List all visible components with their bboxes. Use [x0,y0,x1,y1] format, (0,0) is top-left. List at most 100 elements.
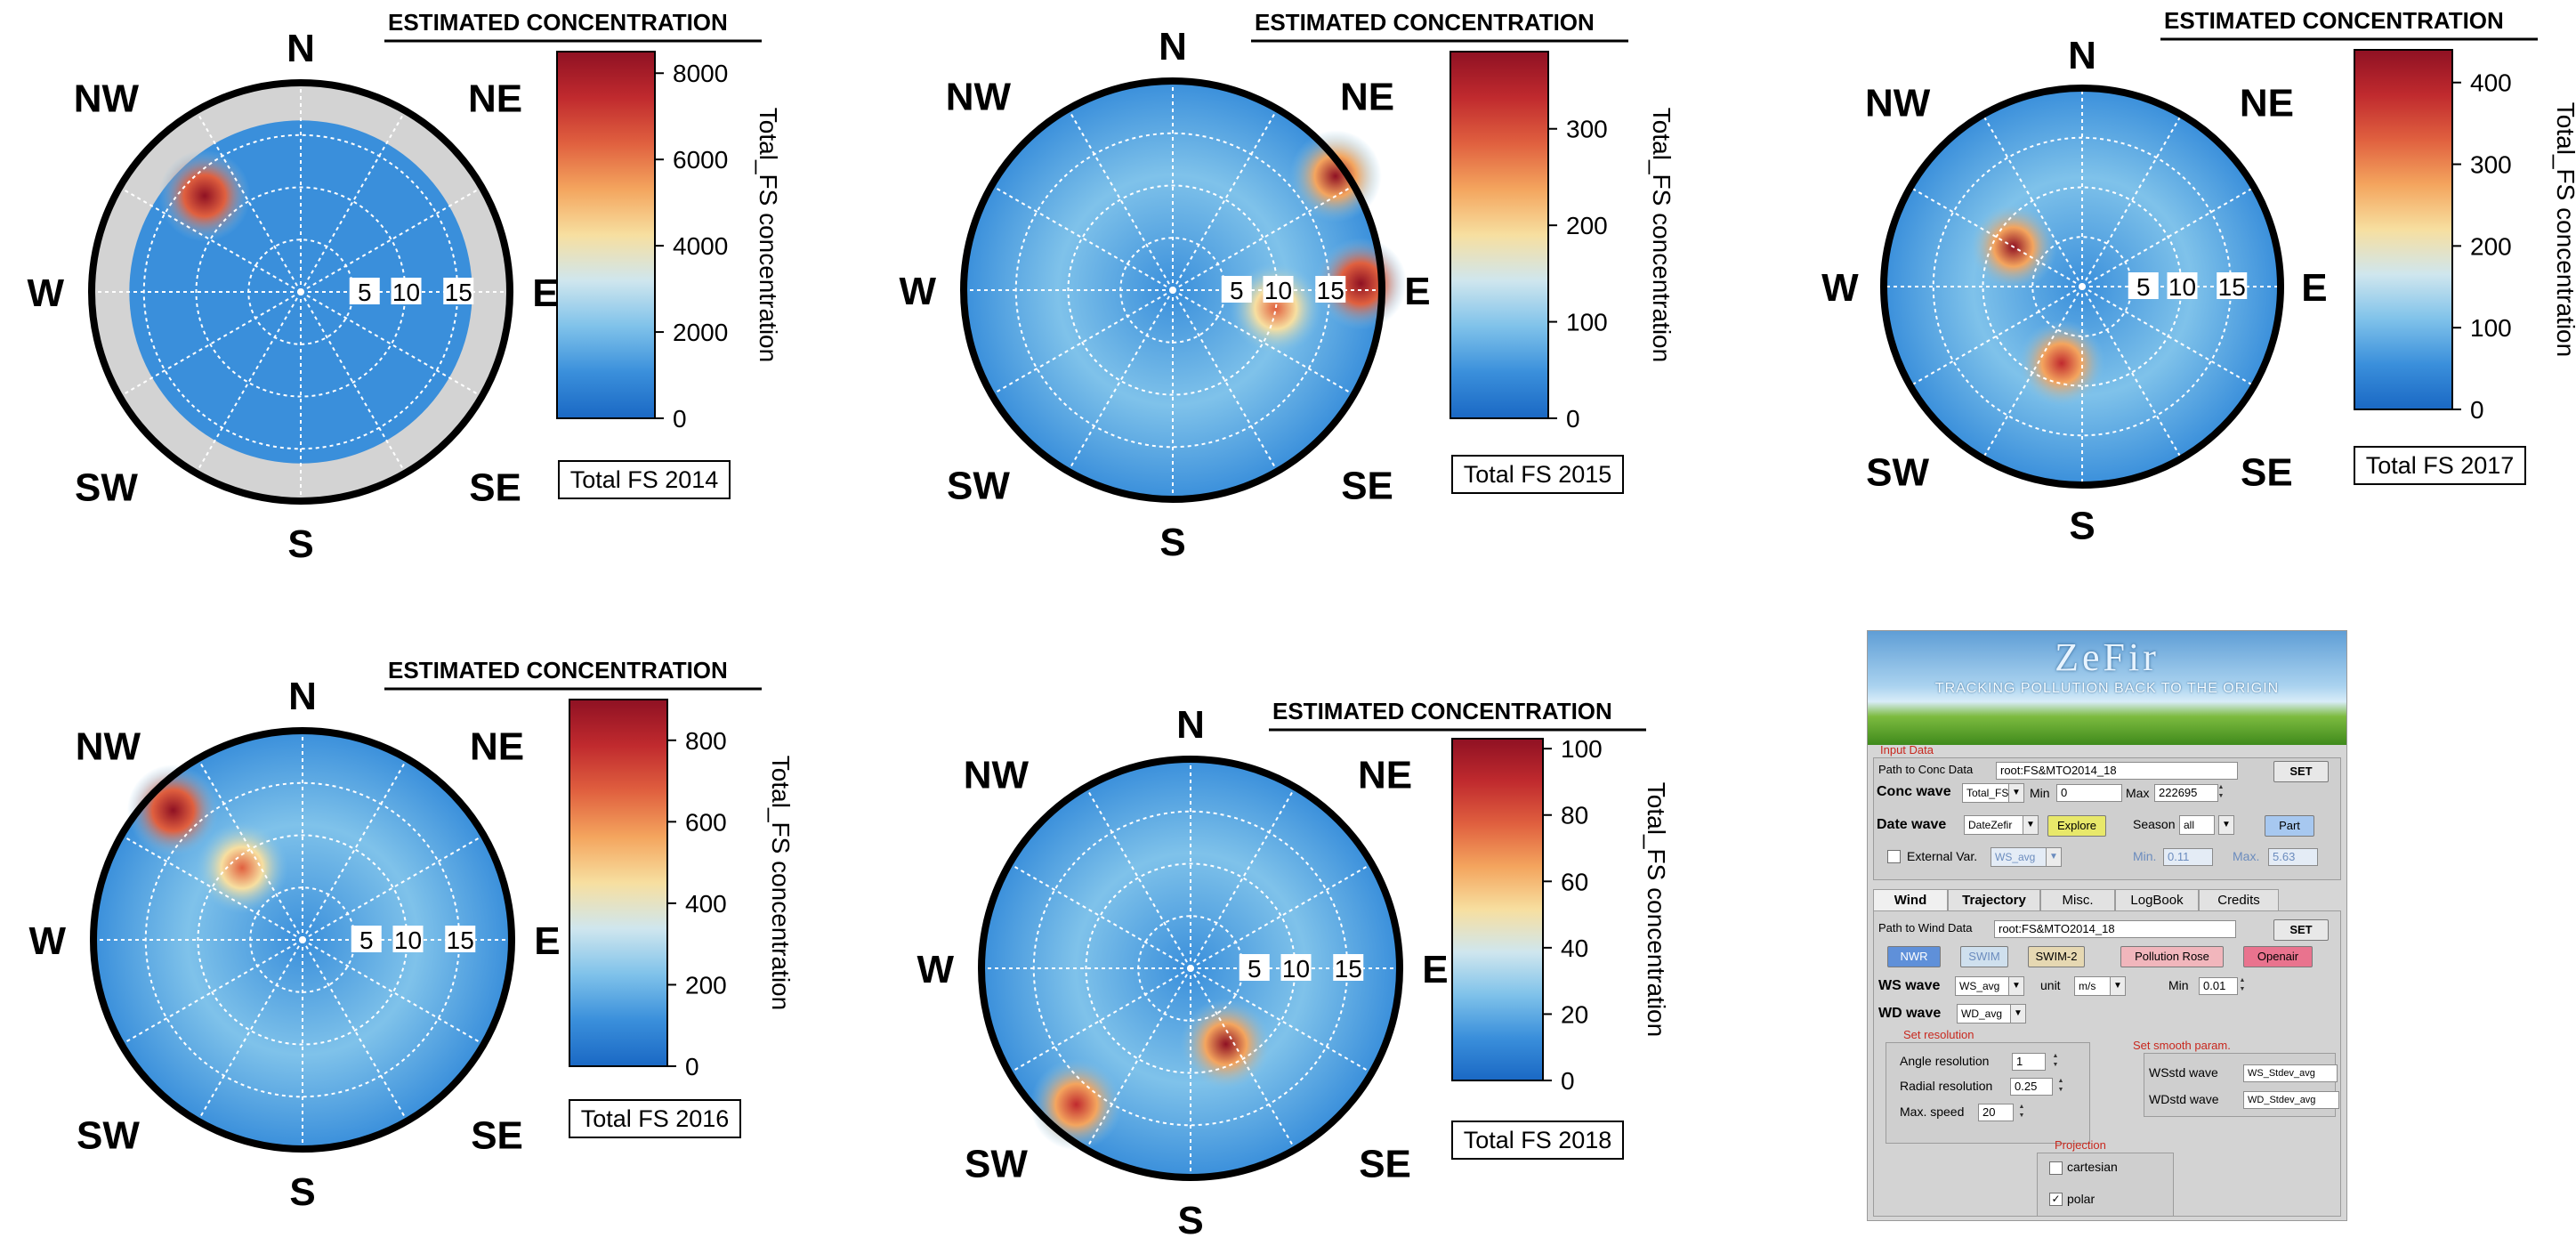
chevron-down-icon: ▼ [2010,1005,2025,1023]
openair-button[interactable]: Openair [2243,946,2313,967]
date-wave-select[interactable]: DateZefir ▼ [1964,815,2039,835]
polar-checkbox[interactable]: ✓ [2049,1193,2063,1206]
direction-label-s: S [1159,521,1185,564]
min-label: Min [2030,786,2050,800]
external-var-select[interactable]: WS_avg ▼ [1991,847,2062,867]
wsstd-input[interactable]: WS_Stdev_avg [2243,1064,2338,1082]
cartesian-checkbox[interactable] [2049,1161,2063,1175]
colorbar-axis-label: Total_FS concentration [1648,108,1676,362]
max-speed-spinner-icon[interactable]: ▲ ▼ [2018,1104,2025,1119]
min-input[interactable]: 0 [2056,784,2122,802]
external-var-checkbox[interactable] [1887,850,1901,863]
ws-min-spinner-icon[interactable]: ▲ ▼ [2239,977,2246,992]
chevron-down-icon: ▼ [2023,816,2038,834]
direction-label-e: E [1422,948,1448,991]
hotspot [1230,262,1322,355]
polar-plot-3: 5 10 15 N NE E SE S SW W NW ESTIMATED CONCENTRATION… [29,657,795,1214]
max-speed-input[interactable]: 20 [1978,1104,2014,1121]
path-conc-label: Path to Conc Data [1878,763,1974,776]
path-wind-label: Path to Wind Data [1878,921,1973,934]
grid-spoke [990,184,1174,291]
colorbar-axis-label: Total_FS concentration [767,756,795,1010]
grid-spoke [1172,289,1279,473]
tab-credits[interactable]: Credits [2199,889,2279,911]
season-dropdown-arrow[interactable]: ▼ [2218,815,2234,835]
direction-label-w: W [29,919,67,963]
radial-tick-label: 10 [1282,955,1310,983]
ext-min-input[interactable]: 0.11 [2163,848,2213,866]
part-button[interactable]: Part [2265,815,2314,837]
conc-wave-select[interactable]: Total_FS ▼ [1962,783,2024,803]
grid-spoke [1910,186,2083,287]
angle-res-input[interactable]: 1 [2012,1053,2046,1071]
direction-label-s: S [1177,1199,1203,1242]
radial-tick-bg [351,926,382,952]
radial-tick-label: 10 [2168,273,2196,301]
colorbar-tick-label: 300 [2470,151,2512,179]
wdstd-label: WDstd wave [2149,1092,2219,1106]
wd-wave-value: WD_avg [1961,1007,2003,1020]
path-wind-input[interactable]: root:FS&MTO2014_18 [1994,920,2236,938]
colorbar-header: ESTIMATED CONCENTRATION [1272,698,1612,724]
ext-max-label: Max. [2233,849,2260,863]
tab-trajectory[interactable]: Trajectory [1948,889,2040,911]
grid-spoke [2081,114,2183,287]
polar-plot-2: 5 10 15 N NE E SE S SW W NW ESTIMATED CONCENTRATION… [1821,7,2576,548]
colorbar-tick-label: 4000 [673,232,728,260]
colorbar-tick-label: 600 [685,808,727,836]
wdstd-input[interactable]: WD_Stdev_avg [2243,1091,2339,1109]
set-wind-button[interactable]: SET [2273,919,2329,941]
explore-button[interactable]: Explore [2047,815,2106,837]
swim-button[interactable]: SWIM [1960,946,2008,967]
polar-plot-1: 5 10 15 N NE E SE S SW W NW ESTIMATED CONCENTRATION… [900,9,1676,564]
unit-label: unit [2040,978,2061,992]
direction-label-e: E [1404,270,1430,313]
path-conc-input[interactable]: root:FS&MTO2014_18 [1996,762,2238,780]
set-conc-button[interactable]: SET [2273,761,2329,782]
ws-wave-select[interactable]: WS_avg ▼ [1955,976,2024,996]
season-label: Season [2133,817,2176,831]
unit-select[interactable]: m/s ▼ [2074,976,2126,996]
direction-label-sw: SW [965,1143,1028,1186]
grid-spoke [1067,289,1174,473]
ws-min-input[interactable]: 0.01 [2199,977,2238,995]
colorbar [1450,51,1549,419]
max-speed-label: Max. speed [1900,1104,1965,1119]
direction-label-sw: SW [77,1114,140,1158]
tab-wind[interactable]: Wind [1873,889,1948,911]
grid-spoke [1910,286,2083,387]
pollution-rose-button[interactable]: Pollution Rose [2120,946,2224,967]
colorbar-tick-label: 0 [2470,396,2484,424]
ext-max-input[interactable]: 5.63 [2268,848,2318,866]
polar-label: polar [2067,1192,2096,1206]
grid-spoke [1190,967,1296,1151]
grid-spoke [118,291,302,398]
direction-label-w: W [28,271,65,315]
projection-label: Projection [2055,1138,2106,1152]
radial-res-input[interactable]: 0.25 [2010,1078,2053,1096]
grid-spoke [300,109,407,293]
grid-spoke [1172,289,1355,396]
max-input[interactable]: 222695 [2154,784,2218,802]
colorbar-tick-label: 400 [685,890,727,918]
season-select[interactable]: all [2179,815,2215,835]
max-spinner-icon[interactable]: ▲ ▼ [2217,784,2225,799]
angle-res-spinner-icon[interactable]: ▲ ▼ [2052,1053,2059,1068]
tab-misc[interactable]: Misc. [2040,889,2115,911]
nwr-button[interactable]: NWR [1887,946,1941,967]
swim2-button[interactable]: SWIM-2 [2028,946,2085,967]
set-resolution-label: Set resolution [1903,1028,1974,1041]
tab-logbook[interactable]: LogBook [2115,889,2199,911]
direction-label-ne: NE [2240,82,2294,125]
radial-res-spinner-icon[interactable]: ▲ ▼ [2057,1078,2064,1093]
wd-wave-select[interactable]: WD_avg ▼ [1957,1004,2026,1024]
direction-label-sw: SW [1866,450,1929,494]
polar-frame [88,79,513,505]
grid-spoke [118,186,302,293]
colorbar-tick-label: 100 [1566,309,1608,336]
direction-label-nw: NW [74,77,140,120]
direction-label-se: SE [1341,465,1393,508]
colorbar-tick-label: 800 [685,727,727,755]
colorbar-tick-label: 200 [1566,212,1608,239]
hotspot [1180,998,1272,1090]
